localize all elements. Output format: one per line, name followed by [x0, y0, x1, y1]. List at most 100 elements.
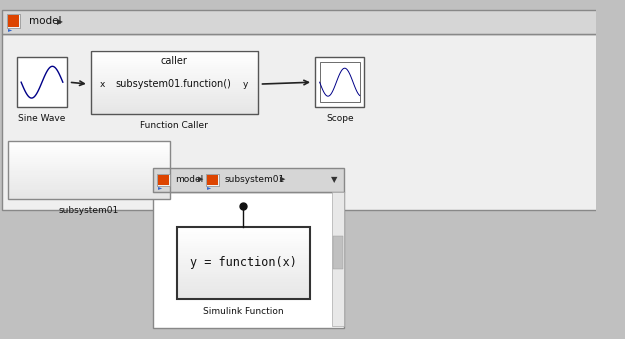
Bar [8, 162, 170, 164]
Bar [91, 71, 258, 74]
Bar [176, 265, 310, 268]
Text: ▼: ▼ [331, 175, 338, 184]
Text: caller: caller [160, 56, 187, 66]
Bar [176, 227, 310, 299]
Bar [8, 158, 170, 160]
Bar [91, 101, 258, 103]
Bar [319, 62, 360, 102]
Text: Scope: Scope [326, 114, 354, 123]
Bar [8, 172, 170, 174]
Bar [91, 78, 258, 80]
Bar [8, 194, 170, 197]
Bar [91, 80, 258, 82]
Bar [176, 258, 310, 261]
Bar [2, 10, 625, 34]
Bar [176, 260, 310, 263]
Bar [8, 152, 170, 155]
Bar [91, 59, 258, 61]
Bar [91, 109, 258, 112]
Bar [7, 15, 20, 28]
Bar [91, 65, 258, 67]
Text: ▶: ▶ [279, 177, 285, 182]
Bar [176, 243, 310, 246]
Bar [176, 296, 310, 299]
Bar [8, 145, 170, 147]
Bar [8, 151, 170, 153]
Bar [17, 57, 67, 107]
Text: subsystem01: subsystem01 [224, 175, 284, 184]
Bar [8, 181, 170, 183]
Bar [91, 51, 258, 114]
Bar [8, 141, 170, 143]
Bar [176, 241, 310, 244]
Bar [176, 255, 310, 258]
Bar [333, 236, 342, 269]
Text: Function Caller: Function Caller [140, 121, 208, 129]
Text: ►: ► [158, 185, 162, 190]
Bar [8, 188, 170, 191]
Bar [8, 179, 170, 181]
Bar [176, 234, 310, 237]
Bar [176, 253, 310, 256]
Bar [8, 148, 170, 151]
Bar [176, 277, 310, 280]
Bar [8, 166, 170, 168]
Bar [176, 262, 310, 265]
Bar [176, 286, 310, 289]
Bar [176, 282, 310, 284]
Bar [8, 15, 19, 27]
Text: ►: ► [207, 185, 211, 190]
Bar [91, 61, 258, 63]
Bar [8, 154, 170, 157]
Text: subsystem01: subsystem01 [59, 205, 119, 215]
Bar [91, 57, 258, 59]
Bar [91, 94, 258, 97]
Text: x: x [100, 80, 106, 88]
Bar [91, 55, 258, 57]
Bar [91, 50, 258, 53]
Bar [8, 193, 170, 195]
Bar [91, 84, 258, 86]
Bar [91, 88, 258, 91]
Bar [176, 251, 310, 254]
Bar [8, 196, 170, 199]
Bar [152, 168, 344, 192]
Text: y = function(x): y = function(x) [190, 256, 297, 269]
Bar [91, 75, 258, 78]
Bar [176, 294, 310, 296]
Bar [176, 267, 310, 270]
Bar [8, 177, 170, 180]
Text: subsystem01.function(): subsystem01.function() [116, 79, 232, 89]
Bar [91, 67, 258, 69]
Bar [91, 63, 258, 65]
Bar [91, 82, 258, 84]
Text: model: model [176, 175, 204, 184]
Bar [176, 232, 310, 234]
Bar [91, 99, 258, 101]
Bar [206, 174, 219, 186]
Bar [2, 34, 625, 210]
Bar [176, 289, 310, 292]
Bar [8, 141, 170, 199]
Bar [91, 92, 258, 95]
Bar [8, 191, 170, 193]
Bar [176, 239, 310, 242]
Text: ►: ► [8, 27, 12, 32]
Bar [8, 160, 170, 162]
Bar [8, 183, 170, 185]
Bar [315, 57, 364, 107]
Bar [152, 192, 344, 328]
Text: model: model [29, 16, 61, 26]
Bar [176, 227, 310, 230]
Bar [8, 175, 170, 178]
Bar [8, 187, 170, 189]
Bar [91, 73, 258, 76]
Bar [176, 236, 310, 239]
Bar [8, 173, 170, 176]
Text: y: y [242, 80, 248, 88]
Bar [8, 143, 170, 145]
Bar [207, 175, 217, 185]
Bar [8, 156, 170, 159]
Bar [332, 192, 344, 325]
Bar [176, 272, 310, 275]
